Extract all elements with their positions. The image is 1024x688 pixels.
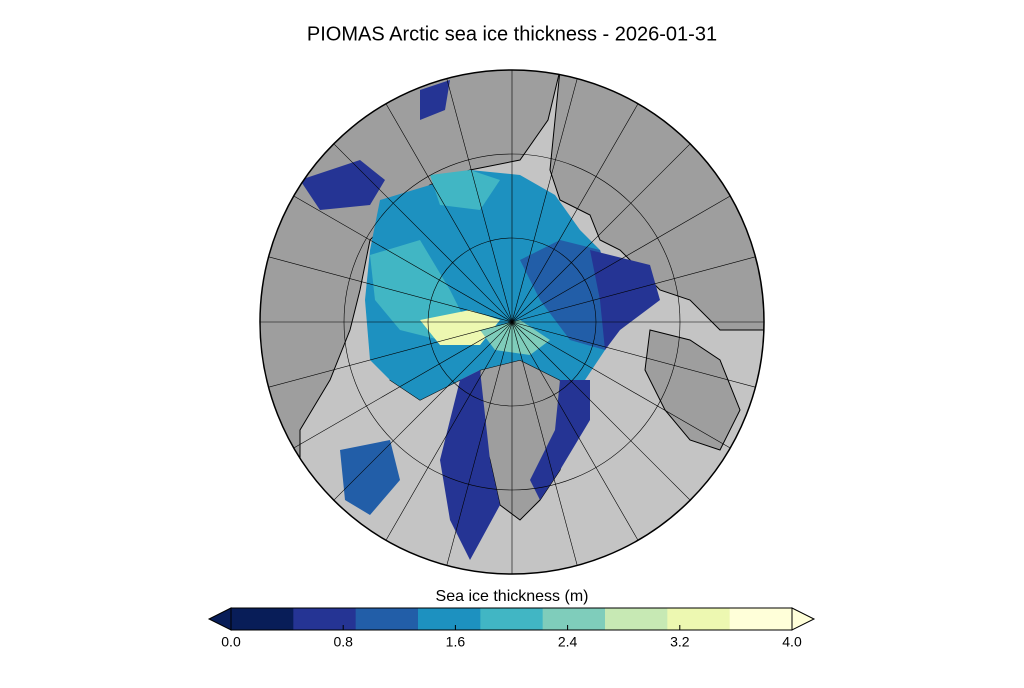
meridian <box>511 195 731 323</box>
sea-ice-thickest <box>420 310 500 345</box>
colorbar-extend-low <box>207 607 232 631</box>
meridian <box>446 78 513 323</box>
meridian <box>333 143 513 323</box>
colorbar-label: Sea ice thickness (m) <box>436 588 589 605</box>
polar-map <box>260 70 764 574</box>
sea-ice <box>365 170 615 400</box>
meridian <box>293 195 513 323</box>
colorbar-tick-label: 0.8 <box>333 634 353 650</box>
colorbar-tick-label: 3.2 <box>670 634 690 650</box>
colorbar-segment <box>729 608 793 630</box>
sea-ice-okhotsk <box>420 80 450 120</box>
colorbar-segment <box>667 608 731 630</box>
colorbar-frame <box>230 607 793 631</box>
meridian <box>385 103 513 323</box>
meridian <box>511 321 639 541</box>
colorbar-segment <box>480 608 544 630</box>
meridian <box>446 321 513 566</box>
meridian <box>511 321 731 449</box>
sea-ice-baffin <box>440 370 500 560</box>
meridian <box>333 321 513 501</box>
colorbar-extend-high <box>791 607 816 631</box>
colorbar-segment <box>231 608 294 630</box>
land-scandinavia <box>644 329 741 451</box>
meridian <box>511 256 756 323</box>
meridian <box>293 321 513 449</box>
meridian <box>268 321 513 388</box>
meridian <box>511 321 691 501</box>
meridian <box>511 321 756 388</box>
colorbar-segment <box>355 608 419 630</box>
colorbar-tick-label: 1.6 <box>446 634 466 650</box>
map-title: PIOMAS Arctic sea ice thickness - 2026-0… <box>307 23 717 45</box>
sea-ice-hudson <box>340 440 400 515</box>
colorbar-segment <box>418 608 481 630</box>
colorbar-tick-label: 0.0 <box>221 634 241 650</box>
meridian <box>511 143 691 323</box>
meridian <box>511 103 639 323</box>
sea-ice-thick-2 <box>430 170 500 210</box>
meridian <box>511 78 578 323</box>
colorbar-segment <box>605 608 668 630</box>
graticule <box>260 70 764 574</box>
colorbar: 0.0 0.8 1.6 2.4 3.2 4.0 <box>207 607 816 650</box>
colorbar-segment <box>542 608 606 630</box>
colorbar-tick-label: 4.0 <box>782 634 802 650</box>
sea-ice-bering <box>300 160 385 210</box>
meridian <box>385 321 513 541</box>
colorbar-segment <box>293 608 357 630</box>
meridian <box>511 321 578 566</box>
map-boundary <box>259 69 765 575</box>
sea-ice-medium <box>480 320 550 355</box>
colorbar-tick-label: 2.4 <box>558 634 578 650</box>
meridian <box>268 256 513 323</box>
sea-ice-greenland-sea <box>530 380 590 500</box>
sea-ice-edge <box>590 250 660 350</box>
